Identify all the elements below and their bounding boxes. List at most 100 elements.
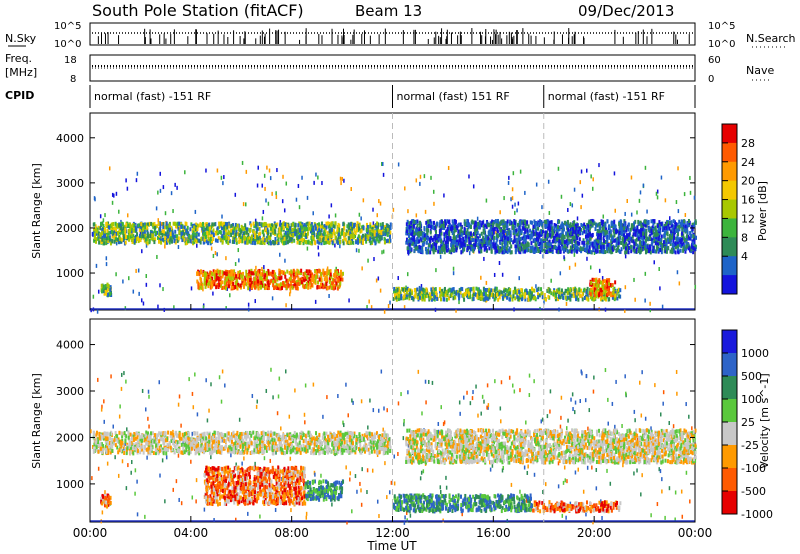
echo-cell: [152, 233, 155, 238]
echo-cell: [609, 229, 612, 234]
echo-cell: [387, 229, 390, 234]
echo-cell: [196, 238, 199, 243]
echo-cell: [636, 231, 639, 236]
echo-cell: [539, 249, 542, 254]
echo-cell: [225, 239, 228, 244]
echo-cell: [270, 278, 273, 283]
echo-cell: [153, 240, 156, 245]
echo-cell: [244, 275, 247, 280]
echo-cell: [278, 286, 281, 291]
echo-cell: [512, 231, 515, 236]
scatter-cell: [511, 196, 514, 201]
scatter-cell: [379, 288, 382, 293]
echo-cell: [142, 222, 145, 227]
echo-cell: [283, 271, 286, 276]
echo-cell: [314, 279, 317, 284]
echo-cell: [104, 286, 107, 291]
echo-cell: [556, 220, 559, 225]
echo-cell: [237, 272, 240, 277]
echo-cell: [586, 286, 589, 291]
echo-cell: [450, 250, 453, 255]
echo-cell: [135, 234, 138, 239]
echo-cell: [402, 287, 405, 292]
echo-cell: [357, 240, 360, 245]
echo-cell: [224, 278, 227, 283]
echo-cell: [537, 240, 540, 245]
scatter-cell: [381, 250, 383, 255]
echo-cell: [321, 233, 324, 238]
echo-cell: [233, 226, 236, 231]
echo-cell: [469, 294, 472, 299]
echo-cell: [290, 229, 293, 234]
echo-cell: [221, 274, 224, 279]
echo-cell: [431, 287, 434, 292]
scatter-cell: [658, 267, 660, 272]
echo-cell: [600, 297, 603, 302]
scatter-cell: [389, 300, 391, 305]
scatter-cell: [591, 186, 594, 191]
echo-cell: [492, 238, 495, 243]
echo-cell: [117, 231, 120, 236]
echo-cell: [576, 236, 579, 241]
echo-cell: [682, 236, 685, 241]
scatter-cell: [268, 168, 271, 173]
echo-cell: [227, 224, 230, 229]
echo-cell: [299, 222, 302, 227]
echo-cell: [312, 237, 315, 242]
echo-cell: [263, 275, 266, 280]
echo-cell: [245, 273, 248, 278]
scatter-cell: [317, 252, 320, 257]
echo-cell: [423, 227, 426, 232]
echo-cell: [563, 291, 566, 296]
echo-cell: [495, 286, 498, 291]
echo-cell: [221, 270, 224, 275]
echo-cell: [660, 234, 663, 239]
echo-cell: [313, 230, 316, 235]
echo-cell: [240, 224, 243, 229]
echo-cell: [596, 283, 599, 288]
echo-cell: [186, 240, 189, 245]
echo-cell: [610, 246, 613, 251]
scatter-cell: [210, 246, 213, 251]
echo-cell: [566, 232, 569, 237]
echo-cell: [255, 277, 258, 282]
scatter-cell: [157, 190, 159, 195]
echo-cell: [249, 283, 252, 288]
scatter-cell: [237, 248, 240, 253]
echo-cell: [252, 221, 255, 226]
scatter-cell: [678, 281, 681, 286]
echo-cell: [604, 285, 607, 290]
scatter-cell: [216, 168, 219, 173]
scatter-cell: [376, 213, 379, 218]
echo-cell: [283, 281, 286, 286]
scatter-cell: [135, 178, 138, 183]
echo-cell: [165, 240, 168, 245]
echo-cell: [287, 279, 290, 284]
scatter-cell: [238, 258, 240, 263]
echo-cell: [101, 228, 104, 233]
scatter-cell: [557, 166, 560, 171]
echo-cell: [218, 229, 221, 234]
echo-cell: [635, 237, 638, 242]
scatter-cell: [514, 210, 516, 215]
echo-cell: [440, 225, 443, 230]
scatter-cell: [335, 266, 337, 271]
echo-cell: [176, 234, 179, 239]
scatter-cell: [93, 196, 96, 201]
echo-cell: [243, 232, 246, 237]
echo-cell: [352, 240, 355, 245]
echo-cell: [355, 240, 358, 245]
echo-cell: [208, 222, 211, 227]
scatter-cell: [212, 253, 215, 258]
echo-cell: [219, 221, 222, 226]
scatter-cell: [435, 268, 437, 273]
echo-cell: [309, 278, 312, 283]
echo-cell: [483, 297, 486, 302]
echo-cell: [446, 239, 449, 244]
echo-cell: [649, 246, 652, 251]
scatter-cell: [223, 175, 225, 180]
echo-cell: [102, 238, 105, 243]
echo-cell: [682, 241, 685, 246]
echo-cell: [504, 229, 507, 234]
echo-cell: [359, 229, 362, 234]
